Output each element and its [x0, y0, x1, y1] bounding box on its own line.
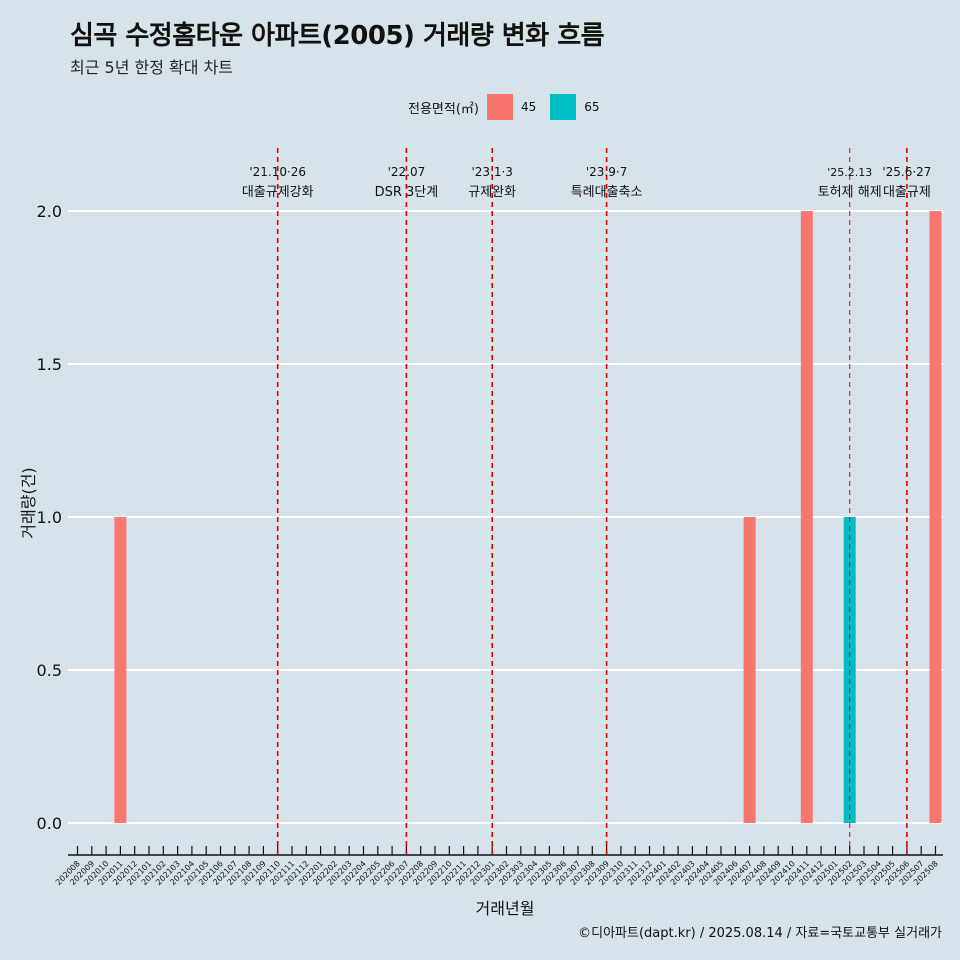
- event-date-label: '21.10·26: [249, 165, 306, 179]
- y-tick-label: 1.5: [37, 355, 62, 374]
- event-date-label: '23.1·3: [471, 165, 512, 179]
- legend-label-65: 65: [584, 100, 600, 114]
- bar-45-202011: [114, 517, 127, 823]
- event-name-label: 규제완화: [468, 185, 516, 200]
- bar-45-202411: [800, 211, 813, 823]
- legend-key-45: [486, 94, 513, 120]
- event-name-label: 토허제 해제: [818, 185, 882, 200]
- bar-45-202508: [929, 211, 942, 823]
- y-tick-label: 0.0: [37, 814, 62, 833]
- event-date-label: '25.2.13: [827, 166, 872, 179]
- event-date-label: '22.07: [388, 165, 426, 179]
- y-tick-label: 1.0: [37, 508, 62, 527]
- event-name-label: 대출규제강화: [242, 185, 314, 200]
- chart-subtitle: 최근 5년 한정 확대 차트: [70, 58, 234, 77]
- event-date-label: '23.9·7: [586, 165, 627, 179]
- legend: 전용면적(㎡) 45 65: [408, 94, 606, 120]
- y-axis-title: 거래량(건): [19, 467, 38, 538]
- event-name-label: 대출규제: [883, 185, 931, 200]
- source-caption: ©디아파트(dapt.kr) / 2025.08.14 / 자료=국토교통부 실…: [578, 926, 942, 941]
- y-tick-label: 0.5: [37, 661, 62, 680]
- bar-45-202407: [743, 517, 756, 823]
- legend-key-65: [550, 94, 577, 120]
- event-name-label: DSR 3단계: [375, 185, 439, 200]
- legend-title: 전용면적(㎡): [408, 101, 479, 117]
- y-tick-label: 2.0: [37, 202, 62, 221]
- x-axis-title: 거래년월: [476, 899, 535, 918]
- event-date-label: '25.6·27: [882, 165, 931, 179]
- event-name-label: 특례대출축소: [571, 185, 643, 200]
- legend-label-45: 45: [520, 100, 537, 114]
- chart-title: 심곡 수정홈타운 아파트(2005) 거래량 변화 흐름: [70, 21, 605, 51]
